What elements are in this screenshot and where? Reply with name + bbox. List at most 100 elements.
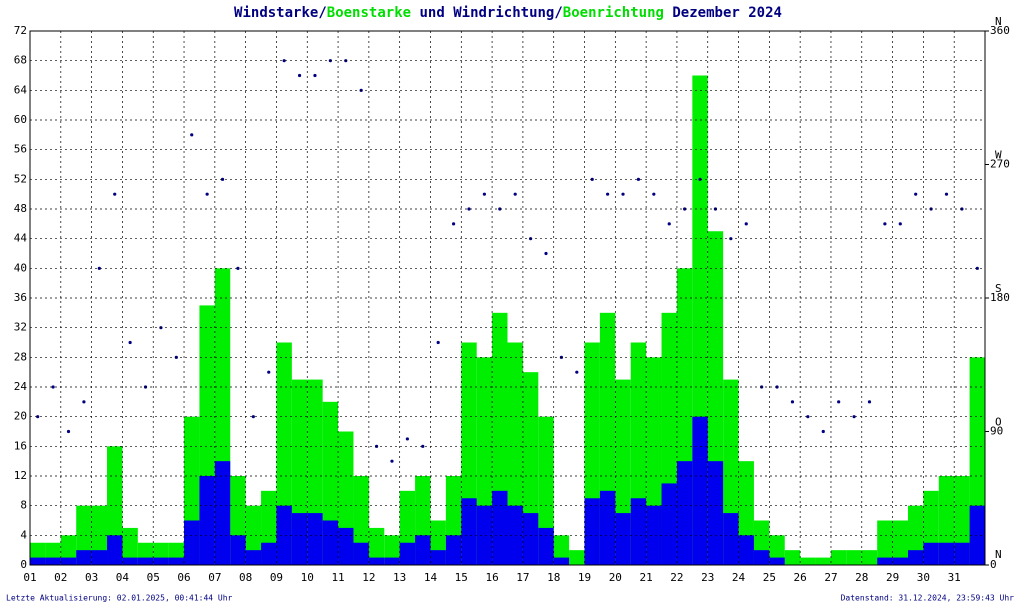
direction-dot (621, 192, 625, 196)
speed-bar (861, 550, 878, 565)
x-tick-label: 09 (270, 571, 283, 584)
y2-letter: S (995, 282, 1002, 295)
speed-bar (445, 535, 462, 565)
speed-bar (307, 513, 323, 565)
speed-bar (153, 557, 169, 565)
x-tick-label: 11 (331, 571, 344, 584)
y2-letter: W (995, 149, 1002, 162)
direction-dot (297, 73, 302, 78)
direction-dot (652, 192, 656, 196)
y-tick-label: 44 (14, 232, 28, 245)
direction-dot (220, 177, 225, 181)
direction-dot (683, 207, 687, 211)
speed-bar (122, 527, 138, 565)
speed-bar (368, 527, 385, 565)
x-tick-label: 14 (424, 571, 438, 584)
speed-bar (877, 520, 893, 565)
speed-bar (60, 557, 77, 565)
x-tick-label: 27 (824, 571, 837, 584)
speed-bar (230, 535, 246, 565)
speed-bar (892, 520, 908, 565)
direction-dot (128, 340, 132, 345)
direction-dot (36, 415, 40, 419)
direction-dot (436, 340, 440, 345)
speed-bar (214, 461, 231, 565)
speed-bar (969, 505, 985, 565)
speed-bar (476, 505, 493, 565)
direction-dot (421, 444, 425, 448)
direction-dot (82, 400, 86, 404)
y2-tick-label: 360 (990, 24, 1010, 37)
speed-bar (907, 550, 924, 565)
speed-bar (107, 535, 123, 565)
speed-bar (723, 513, 739, 565)
speed-bar (954, 542, 970, 565)
x-tick-label: 04 (116, 571, 130, 584)
speed-bar (877, 557, 893, 565)
speed-bar (45, 557, 61, 565)
speed-bar (399, 542, 416, 565)
footer-right: Datenstand: 31.12.2024, 23:59:43 Uhr (841, 594, 1015, 603)
y-tick-label: 12 (14, 469, 27, 482)
direction-dot (482, 192, 486, 196)
speed-bar (522, 513, 539, 565)
speed-bar (245, 550, 262, 565)
x-tick-label: 30 (917, 571, 930, 584)
speed-bar (646, 505, 662, 565)
speed-bar (199, 476, 215, 565)
x-tick-label: 31 (948, 571, 961, 584)
y-tick-label: 48 (14, 202, 27, 215)
speed-bar (322, 520, 339, 565)
chart-title: Windstarke/Boenstarke und Windrichtung/B… (234, 5, 782, 21)
speed-bar (892, 557, 908, 565)
direction-dot (236, 266, 240, 270)
speed-bar (76, 550, 92, 565)
direction-dot (975, 266, 979, 270)
direction-dot (837, 400, 841, 404)
direction-dot (606, 192, 610, 196)
x-tick-label: 01 (23, 571, 36, 584)
y2-tick-label: 180 (990, 291, 1010, 304)
title-part: Windstarke (234, 5, 318, 21)
title-part: / (554, 5, 562, 21)
speed-bar (938, 542, 955, 565)
speed-bar (291, 513, 308, 565)
direction-dot (806, 415, 810, 419)
speed-bar (615, 513, 631, 565)
speed-bar (753, 550, 770, 565)
direction-dot (51, 385, 55, 389)
direction-dot (944, 192, 949, 196)
x-tick-label: 25 (763, 571, 776, 584)
x-tick-label: 21 (640, 571, 653, 584)
direction-dot (113, 192, 117, 196)
footer-left: Letzte Aktualisierung: 02.01.2025, 00:41… (6, 594, 233, 603)
y2-tick-label: 270 (990, 158, 1010, 171)
speed-bar (91, 550, 108, 565)
speed-bar (800, 557, 816, 565)
direction-dot (744, 222, 748, 226)
speed-bar (384, 557, 400, 565)
x-tick-label: 17 (516, 571, 529, 584)
direction-dot (821, 429, 825, 434)
x-tick-label: 28 (855, 571, 868, 584)
x-tick-label: 03 (85, 571, 98, 584)
speed-bar (923, 542, 939, 565)
direction-dot (852, 415, 856, 419)
speed-bar (815, 557, 831, 565)
direction-dot (867, 400, 872, 404)
direction-dot (898, 222, 902, 226)
direction-dot (205, 192, 209, 196)
speed-bar (692, 416, 708, 565)
y-tick-label: 28 (14, 350, 27, 363)
speed-bar (137, 557, 154, 565)
direction-dot (667, 222, 671, 226)
speed-bar (30, 557, 46, 565)
x-tick-label: 24 (732, 571, 746, 584)
y-tick-label: 40 (14, 261, 27, 274)
direction-dot (883, 222, 887, 226)
speed-bar (599, 490, 616, 565)
x-tick-label: 29 (886, 571, 899, 584)
y2-letter: N (995, 15, 1002, 28)
y-tick-label: 72 (14, 24, 27, 37)
